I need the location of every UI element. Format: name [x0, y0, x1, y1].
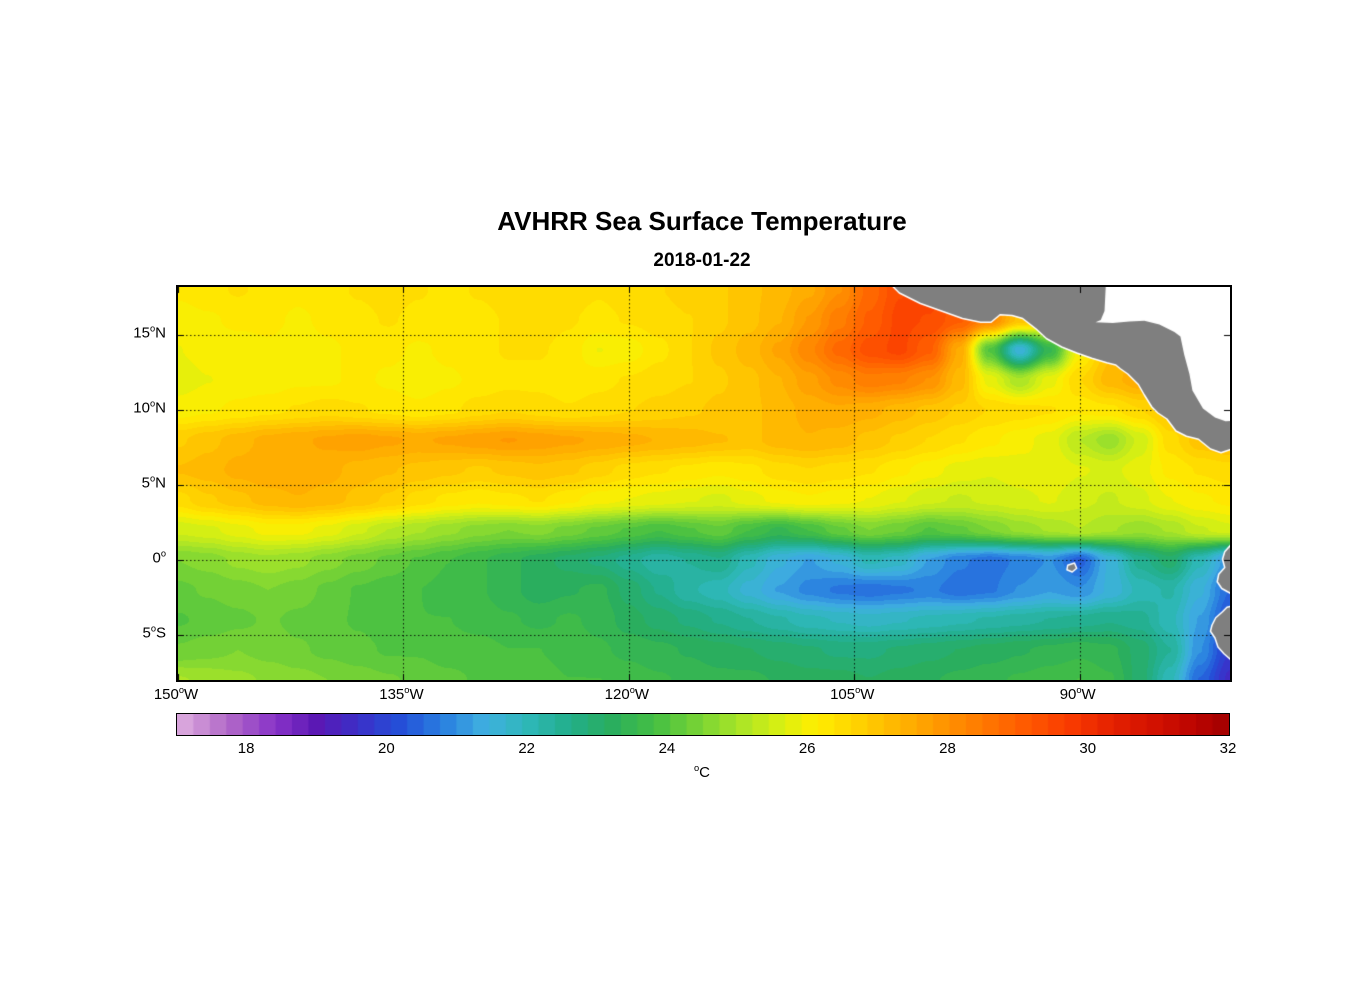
chart-title: AVHRR Sea Surface Temperature — [497, 206, 907, 236]
colorbar — [176, 713, 1230, 736]
x-tick-label: 150oW — [153, 685, 199, 703]
sst-heatmap-canvas — [178, 287, 1230, 680]
x-axis-labels: 150oW 135oW 120oW 105oW 90oW — [154, 684, 1228, 708]
y-tick-label: 15oN — [133, 323, 166, 342]
colorbar-tick-label: 26 — [798, 740, 816, 757]
x-tick-label: 105oW — [830, 685, 875, 703]
y-tick-label: 5oN — [141, 473, 166, 492]
y-tick-label: 10oN — [133, 398, 166, 417]
x-tick-label: 90oW — [1059, 685, 1096, 703]
x-tick-label: 120oW — [604, 685, 650, 703]
y-tick-label: 5oS — [142, 623, 166, 642]
y-axis-labels: 15oN 10oN 5oN 0o 5oS — [0, 285, 166, 678]
colorbar-ticks: 18 20 22 24 26 28 30 32 — [176, 740, 1237, 760]
colorbar-tick-label: 32 — [1219, 740, 1237, 757]
colorbar-tick-label: 20 — [378, 740, 395, 757]
colorbar-gradient — [177, 714, 1229, 735]
colorbar-unit-label: oC — [693, 763, 710, 781]
colorbar-tick-label: 18 — [237, 740, 255, 757]
map-plot-area — [176, 285, 1232, 682]
colorbar-tick-label: 28 — [939, 740, 956, 757]
chart-subtitle: 2018-01-22 — [653, 250, 751, 271]
y-tick-label: 0o — [152, 548, 166, 567]
colorbar-tick-label: 22 — [518, 740, 535, 757]
x-tick-label: 135oW — [379, 685, 424, 703]
colorbar-tick-label: 24 — [658, 740, 676, 757]
colorbar-tick-label: 30 — [1079, 740, 1097, 757]
